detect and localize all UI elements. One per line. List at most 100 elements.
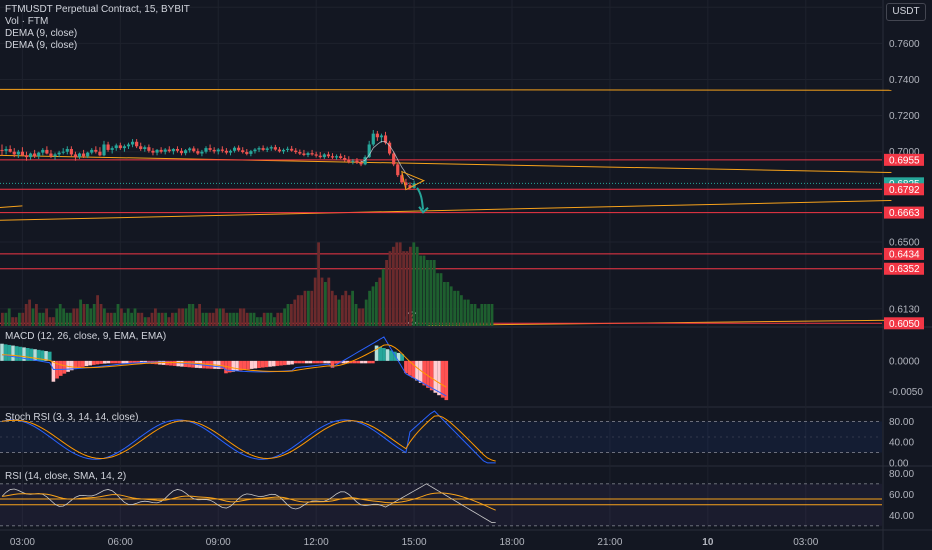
stoch-k-line [1,410,496,464]
volume-bar [477,308,480,326]
macd-histogram-bar [363,360,368,364]
candle-body [330,156,335,158]
candle [192,146,196,153]
volume-bar [490,304,494,326]
dema-legend-1[interactable]: DEMA (9, close) [5,28,78,39]
trendline [0,199,892,221]
symbol-title[interactable]: FTMUSDT Perpetual Contract, 15, BYBIT [5,4,190,15]
price-level-tag-label: 0.6663 [889,208,920,219]
macd-histogram-bar [367,360,371,364]
macd-histogram-bar [330,360,335,368]
macd-histogram-bar [73,360,78,369]
macd-title[interactable]: MACD (12, 26, close, 9, EMA, EMA) [5,331,167,342]
macd-histogram-bar [220,360,225,369]
price-level-tag-bg [884,206,924,219]
candle [294,148,298,154]
candle-body [257,148,261,150]
candle [37,151,41,159]
candle-body [118,145,122,149]
volume-bar [99,304,103,326]
volume-bar [75,308,79,326]
macd-histogram-bar [128,360,133,364]
volume-bar [184,308,188,326]
volume-bar [419,255,422,326]
volume-bar [11,317,14,326]
candle [73,151,78,161]
candle [347,156,351,164]
candle-body [281,149,286,152]
macd-histogram-bar [136,360,140,364]
currency-button[interactable]: USDT [886,3,926,21]
price-level-tag-bg [884,317,924,330]
volume-bar [324,282,327,326]
candle [188,147,192,153]
volume-bar [218,308,222,326]
volume-bar [79,299,82,326]
volume-bar [45,308,48,326]
volume-bar [113,312,116,326]
candle-body [16,151,20,155]
volume-bar [181,308,184,326]
candle-body [188,148,192,151]
macd-histogram-bar [382,348,386,361]
macd-histogram-bar [334,360,338,364]
dema-legend-2[interactable]: DEMA (9, close) [5,40,78,51]
candle [322,153,326,159]
candle [20,147,24,157]
volume-bar [429,260,433,326]
volume-legend[interactable]: Vol · FTM [5,16,49,27]
stoch-rsi-title[interactable]: Stoch RSI (3, 3, 14, 14, close) [5,412,139,423]
rsi-tick-label: 60.00 [889,490,914,501]
candle-body [339,156,343,159]
time-tick-label: 06:00 [108,537,133,548]
stoch-tick-label: 0.00 [889,458,909,469]
projection-arrow [416,187,425,210]
volume-bar [371,286,375,326]
macd-histogram-bar [103,360,107,364]
volume-bar [24,304,28,326]
volume-bar [460,295,463,326]
volume-bar [290,304,293,326]
price-tick-label: 0.7400 [889,75,920,86]
candle-body [82,153,86,157]
macd-histogram-bar [11,345,15,361]
candle-body [208,148,212,150]
candle [375,130,379,141]
candle [179,148,184,156]
macd-histogram-bar [433,360,438,393]
volume-bar [279,312,283,326]
rsi-title[interactable]: RSI (14, close, SMA, 14, 2) [5,471,127,482]
candle-body [155,149,159,153]
volume-bar [69,312,72,326]
macd-histogram-bar [426,360,430,388]
volume-bar [228,312,232,326]
candle [0,144,4,156]
macd-histogram-bar [404,360,408,374]
candle-body [273,147,277,150]
price-tick-label: 0.6500 [889,238,920,249]
macd-histogram-bar [114,360,118,364]
macd-histogram-bar [69,360,74,371]
volume-bar [18,312,21,326]
volume-bar [126,308,130,326]
price-level-tag-label: 0.6434 [889,249,920,260]
candle [326,151,330,159]
price-level-tag-label: 0.6050 [889,319,920,330]
volume-bar [7,308,11,326]
macd-histogram-bar [0,343,4,361]
candle-body [77,153,82,158]
volume-bar [72,308,76,326]
macd-histogram-bar [25,348,30,361]
macd-tick-label: 0.0000 [889,356,920,367]
macd-histogram-bar [304,360,309,364]
volume-bar [167,317,171,326]
macd-histogram-bar [110,360,114,364]
candle-body [196,151,200,154]
candle-body [237,147,241,151]
candle [290,145,294,152]
price-axis: 0.78000.76000.74000.72000.70000.65000.63… [884,3,924,522]
volume-bar [381,268,385,326]
volume-bar [398,242,402,326]
candle [273,144,277,151]
